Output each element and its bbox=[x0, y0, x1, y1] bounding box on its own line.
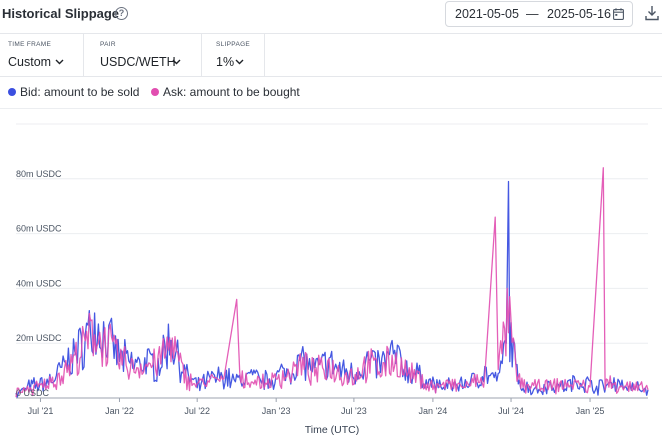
chevron-down-icon bbox=[172, 59, 181, 65]
slippage-select[interactable]: SLIPPAGE 1% bbox=[202, 34, 265, 77]
legend-dot-ask bbox=[151, 88, 159, 96]
date-start[interactable]: 2021-05-05 bbox=[455, 7, 519, 21]
time-frame-label: TIME FRAME bbox=[8, 41, 52, 48]
legend-label-bid: Bid: amount to be sold bbox=[20, 85, 140, 99]
ask-series-line bbox=[15, 167, 649, 398]
slippage-chart: 0 USDC 20m USDC 40m USDC 60m USDC 80m USDC J… bbox=[15, 123, 649, 436]
page-title: Historical Slippage bbox=[2, 6, 120, 21]
pair-value[interactable]: USDC/WETH bbox=[100, 55, 176, 69]
download-icon[interactable] bbox=[645, 5, 659, 21]
slippage-label: SLIPPAGE bbox=[216, 41, 251, 48]
date-range-picker[interactable]: 2021-05-05 — 2025-05-16 bbox=[445, 1, 633, 27]
time-frame-value[interactable]: Custom bbox=[8, 55, 52, 69]
x-tick-label: Jul '21 bbox=[28, 406, 54, 416]
x-tick-label: Jan '24 bbox=[419, 406, 448, 416]
x-tick-label: Jan '25 bbox=[576, 406, 605, 416]
chevron-down-icon bbox=[55, 59, 64, 65]
series-layer bbox=[15, 167, 649, 398]
question-circle-icon[interactable]: ? bbox=[115, 7, 128, 20]
date-end[interactable]: 2025-05-16 bbox=[547, 7, 611, 21]
slippage-value[interactable]: 1% bbox=[216, 55, 235, 69]
x-tick-label: Jan '22 bbox=[105, 406, 134, 416]
pair-select[interactable]: PAIR USDC/WETH bbox=[84, 34, 202, 77]
y-tick-label: 60m USDC bbox=[16, 224, 62, 234]
x-tick-label: Jan '23 bbox=[262, 406, 291, 416]
x-axis-labels: Jul '21 Jan '22 Jul '22 Jan '23 Jul '23 Jan '… bbox=[28, 398, 605, 416]
x-tick-label: Jul '23 bbox=[341, 406, 367, 416]
chevron-down-icon bbox=[235, 59, 244, 65]
chart-divider bbox=[0, 108, 662, 109]
y-tick-label: 0 USDC bbox=[16, 388, 50, 398]
bid-series-line bbox=[15, 180, 649, 398]
y-tick-label: 20m USDC bbox=[16, 333, 62, 343]
y-tick-label: 40m USDC bbox=[16, 278, 62, 288]
x-axis-title: Time (UTC) bbox=[305, 424, 359, 436]
header: Historical Slippage ? 2021-05-05 — 2025-… bbox=[0, 0, 662, 30]
grid-lines bbox=[16, 123, 648, 344]
time-frame-select[interactable]: TIME FRAME Custom bbox=[0, 34, 84, 77]
x-tick-label: Jul '24 bbox=[498, 406, 524, 416]
legend-dot-bid bbox=[8, 88, 16, 96]
calendar-icon[interactable] bbox=[613, 8, 624, 20]
y-axis-labels: 0 USDC 20m USDC 40m USDC 60m USDC 80m USDC bbox=[16, 169, 62, 398]
pair-label: PAIR bbox=[100, 41, 116, 48]
legend-label-ask: Ask: amount to be bought bbox=[163, 85, 300, 99]
filter-controls: TIME FRAME Custom PAIR USDC/WETH SLIPPAG… bbox=[0, 33, 662, 77]
date-separator: — bbox=[526, 7, 539, 21]
x-tick-label: Jul '22 bbox=[184, 406, 210, 416]
y-tick-label: 80m USDC bbox=[16, 169, 62, 179]
